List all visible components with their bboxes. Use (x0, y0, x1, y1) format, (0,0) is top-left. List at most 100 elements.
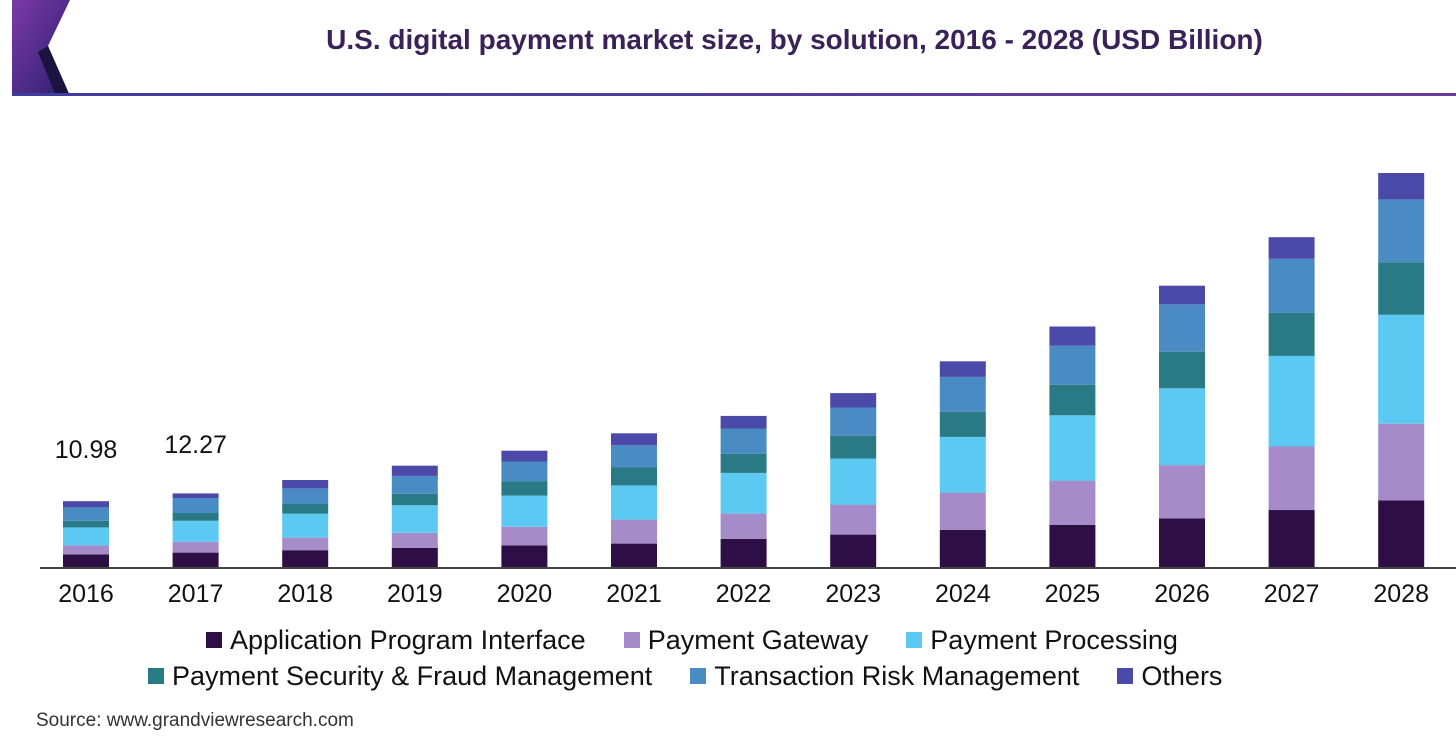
legend-swatch (906, 632, 923, 648)
bar-segment-2020-s2 (501, 495, 548, 527)
bar-segment-2021-s3 (611, 467, 657, 486)
bar-segment-2027-s0 (1268, 510, 1315, 567)
bar-segment-2018-s5 (282, 480, 329, 489)
x-tick-label: 2027 (1264, 580, 1320, 608)
legend-swatch (206, 632, 222, 648)
bar-segment-2023-s2 (830, 458, 877, 505)
bar-segment-2028-s1 (1378, 423, 1425, 501)
bar-segment-2018-s2 (282, 513, 329, 538)
bar-segment-2026-s1 (1159, 465, 1205, 519)
source-note: Source: www.grandviewresearch.com (36, 710, 354, 731)
bar-segment-2021-s1 (611, 519, 657, 544)
bar-segment-2016-s2 (63, 527, 109, 546)
bar-segment-2019-s2 (391, 505, 438, 533)
bar-segment-2020-s0 (501, 545, 548, 567)
x-tick-label: 2026 (1154, 580, 1210, 608)
bar-segment-2023-s4 (830, 407, 877, 436)
bar-segment-2026-s0 (1159, 518, 1205, 567)
bar-segment-2020-s5 (501, 450, 548, 462)
legend-label: Payment Gateway (647, 624, 869, 655)
x-tick-label: 2028 (1373, 580, 1429, 608)
brand-logo-icon (12, 0, 70, 96)
bar-segment-2027-s1 (1268, 446, 1315, 511)
bar-segment-2023-s0 (830, 534, 877, 567)
bar-segment-2025-s5 (1049, 326, 1096, 346)
x-tick-label: 2018 (277, 580, 333, 608)
bar-segment-2021-s5 (611, 433, 657, 446)
x-tick-label: 2017 (168, 580, 224, 608)
legend-label: Payment Security & Fraud Management (172, 660, 653, 691)
bar-segment-2024-s5 (939, 361, 986, 377)
legend-item: Transaction Risk Management (690, 661, 1079, 692)
bar-segment-2022-s5 (720, 415, 767, 429)
bar-segment-2025-s4 (1049, 345, 1096, 385)
x-tick-label: 2024 (935, 580, 991, 608)
bar-segment-2022-s0 (720, 538, 767, 567)
bar-segment-2018-s1 (282, 537, 329, 551)
legend-label: Others (1141, 660, 1223, 691)
bar-segment-2016-s0 (63, 554, 109, 567)
legend-item: Payment Processing (906, 625, 1178, 656)
legend-label: Payment Processing (930, 624, 1178, 655)
bar-segment-2026-s4 (1159, 304, 1205, 352)
bar-segment-2026-s3 (1159, 351, 1205, 389)
legend-item: Application Program Interface (206, 625, 586, 656)
legend-label: Application Program Interface (230, 624, 586, 655)
bar-segment-2018-s3 (282, 504, 329, 514)
x-tick-label: 2016 (58, 580, 114, 608)
stacked-bar-chart: 2016 2017 2018 2019 2020 2021 2022 2023 2024 2025… (40, 173, 1456, 608)
x-tick-label: 2019 (387, 580, 443, 608)
x-tick-label: 2021 (606, 580, 662, 608)
bar-segment-2025-s1 (1049, 480, 1096, 525)
bar-segment-2027-s2 (1268, 355, 1315, 447)
bar-segment-2020-s4 (501, 461, 548, 482)
bar-segment-2021-s2 (611, 485, 657, 520)
legend-item: Payment Gateway (623, 624, 869, 656)
legend-swatch (1117, 668, 1134, 684)
bar-segment-2023-s1 (830, 504, 877, 535)
bar-segment-2017-s4 (172, 498, 219, 513)
bar-segment-2024-s1 (939, 492, 986, 530)
legend-row-1: Application Program Interface Payment Gat… (206, 624, 1178, 656)
legend-label: Transaction Risk Management (714, 660, 1080, 691)
bar-segment-2017-s2 (172, 520, 219, 542)
bar-segment-2018-s0 (282, 550, 329, 567)
bar-segment-2016-s5 (63, 501, 109, 508)
legend-row-2: Payment Security & Fraud Management Trans… (148, 660, 1222, 692)
bar-segment-2022-s1 (720, 513, 767, 539)
legend-swatch (623, 632, 640, 648)
chart-title: U.S. digital payment market size, by sol… (326, 24, 1263, 55)
bar-segment-2027-s3 (1268, 312, 1315, 356)
chart-header: U.S. digital payment market size, by sol… (12, 0, 1456, 100)
bar-segment-2017-s3 (172, 513, 219, 521)
bar-segment-2025-s2 (1049, 415, 1096, 481)
data-label-2016: 10.98 (55, 436, 118, 464)
x-tick-label: 2025 (1045, 580, 1101, 608)
data-label-2017: 12.27 (164, 431, 227, 459)
bar-segment-2022-s4 (720, 428, 767, 454)
bar-segment-2018-s4 (282, 488, 329, 504)
x-tick-label: 2022 (716, 580, 772, 608)
bar-segment-2016-s4 (63, 507, 109, 521)
bar-segment-2016-s3 (63, 520, 109, 528)
title-underline (12, 93, 1456, 96)
x-tick-label: 2020 (497, 580, 553, 608)
bar-segment-2022-s3 (720, 453, 767, 473)
bar-segment-2024-s2 (939, 436, 986, 493)
bar-segment-2019-s0 (391, 547, 438, 567)
x-tick-label: 2023 (825, 580, 881, 608)
bar-segment-2019-s4 (391, 475, 438, 494)
bar-segment-2026-s2 (1159, 388, 1205, 466)
bar-segment-2026-s5 (1159, 285, 1205, 305)
legend-swatch (148, 668, 164, 684)
bar-segment-2019-s1 (391, 532, 438, 548)
legend-swatch (690, 668, 707, 684)
bar-segment-2021-s4 (611, 445, 657, 468)
bar-segment-2028-s5 (1378, 173, 1425, 200)
legend-item: Payment Security & Fraud Management (148, 661, 652, 692)
bar-segment-2028-s2 (1378, 314, 1425, 424)
bar-segment-2022-s2 (720, 472, 767, 514)
bar-segment-2027-s4 (1268, 258, 1315, 313)
bar-segment-2023-s3 (830, 435, 877, 459)
bar-segment-2017-s0 (172, 552, 219, 567)
